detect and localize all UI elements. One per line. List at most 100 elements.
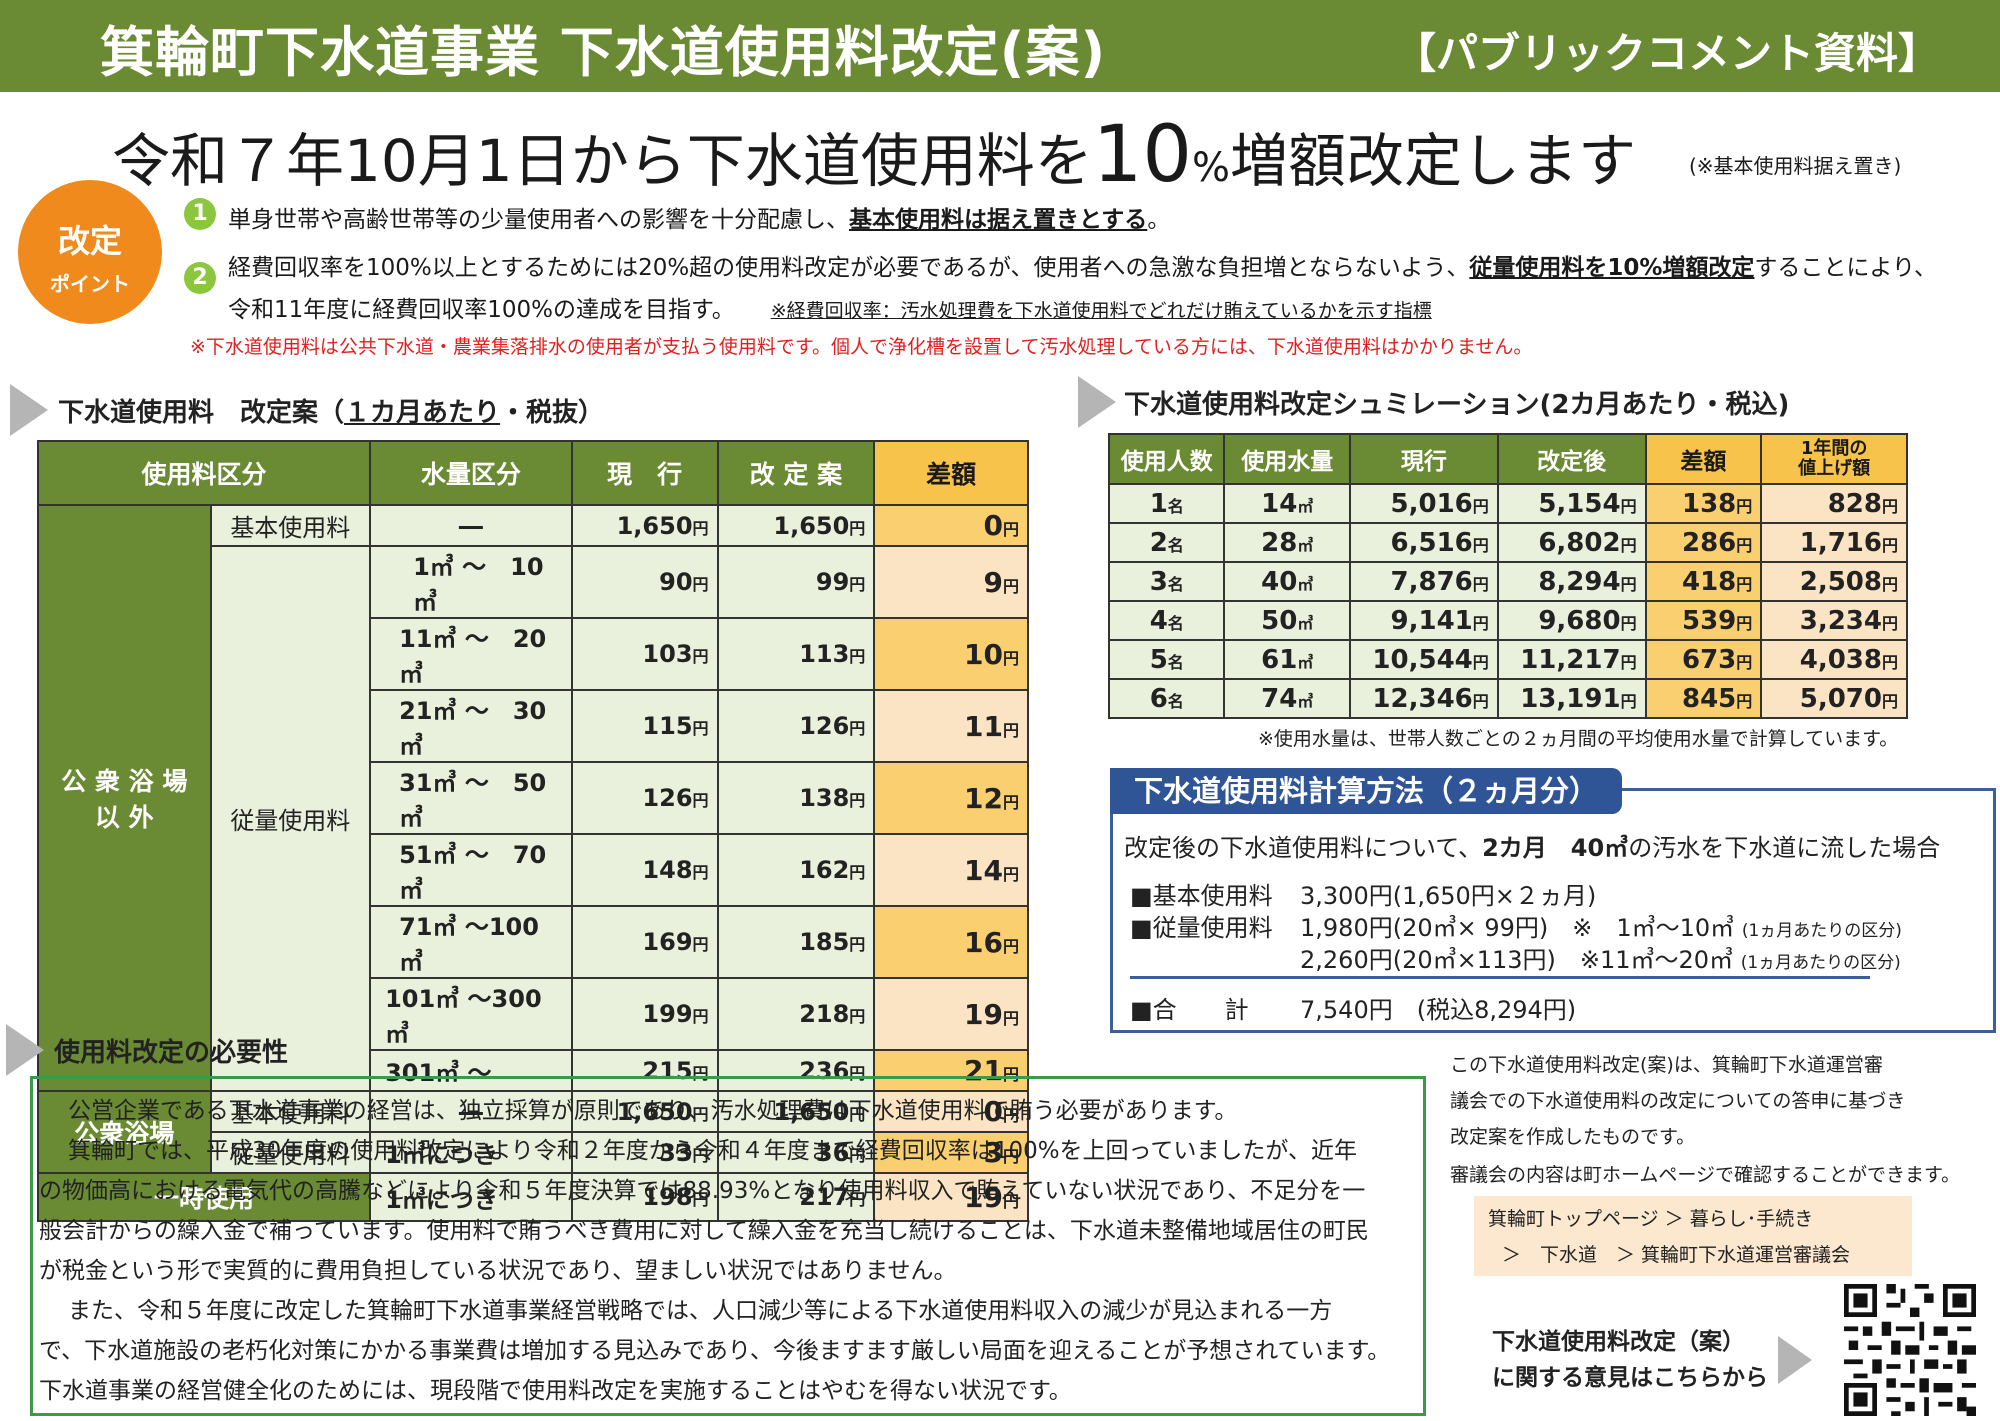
yen-unit: 円 [1472,613,1489,633]
necessity-box: 公営企業である下水道事業の経営は、独立採算が原則であり、汚水処理費は下水道使用料… [30,1076,1426,1416]
yen-unit: 円 [1002,576,1019,596]
current-value: 9,141 [1390,605,1473,636]
table-row: 21㎥ ～ 30㎥ 115円 126円 11円 [38,689,1029,763]
document-tag: 【パブリックコメント資料】 [1393,29,1940,78]
yen-unit: 円 [1736,652,1753,672]
table-header-row: 使用人数 使用水量 現行 改定後 差額 1年間の 値上げ額 [1107,433,1908,485]
difference-cell: 0円 [873,504,1029,547]
yen-unit: 円 [849,863,866,882]
yen-unit: 円 [849,647,866,666]
current-cell: 12,346円 [1348,678,1499,719]
yen-unit: 円 [849,791,866,810]
table-header-row: 使用料区分 水量区分 現 行 改 定 案 差額 [36,440,1029,506]
revised-value: 218 [799,1000,850,1028]
people-value: 3 [1149,566,1168,597]
difference-value: 539 [1681,605,1737,636]
difference-value: 21 [964,1054,1003,1087]
yen-unit: 円 [692,1007,709,1026]
revised-cell: 113円 [716,617,876,691]
current-cell: 1,650円 [570,1090,719,1133]
yen-unit: 円 [849,518,866,538]
table-row: 2名 28㎥ 6,516円 6,802円 286円 1,716円 [1107,522,1908,563]
header-people: 使用人数 [1107,433,1226,485]
revised-cell: 11,217円 [1496,639,1647,680]
yearly-value: 3,234 [1799,605,1882,636]
people-cell: 2名 [1107,522,1226,563]
revised-cell: 5,154円 [1496,483,1647,524]
header-usage: 使用水量 [1223,433,1351,485]
difference-value: 12 [964,781,1003,815]
qr-code-icon[interactable] [1840,1284,1980,1416]
triangle-marker-icon [10,384,48,436]
difference-cell: 286円 [1644,522,1763,563]
calc-basic-value: 3,300円(1,650円×２ヵ月) [1300,882,1597,910]
difference-cell: 11円 [873,689,1029,763]
revised-cell: 13,191円 [1496,678,1647,719]
yen-unit: 円 [1620,535,1637,555]
revised-value: 126 [799,712,850,740]
revised-cell: 236円 [716,1049,876,1092]
group-public-bath: 公衆浴場 [37,1090,212,1174]
people-unit: 名 [1167,652,1184,672]
header-fee-category: 使用料区分 [36,440,372,506]
difference-value: 0 [983,509,1003,542]
volume-cell: 51㎥ ～ 70㎥ [369,833,573,907]
current-value: 1,650 [616,511,693,540]
table-row: 4名 50㎥ 9,141円 9,680円 539円 3,234円 [1107,600,1908,641]
usage-unit: ㎥ [1297,691,1314,711]
current-cell: 115円 [570,689,719,763]
difference-value: 3 [983,1136,1003,1169]
table-row: 公 衆 浴 場以 外 基本使用料 ― 1,650円 1,650円 0円 [37,504,1029,1092]
yen-unit: 円 [849,935,866,954]
calc-metered-1: 1,980円(20㎥× 99円) ※ 1㎥～10㎥ (1ヵ月あたりの区分) [1300,908,1902,943]
yen-unit: 円 [1881,691,1898,711]
revised-value: 113 [799,640,850,668]
table-row: 71㎥ ～100㎥ 169円 185円 16円 [38,905,1029,979]
header-yearly-increase: 1年間の 値上げ額 [1760,433,1908,485]
fee-table-title-u: １カ月あたり [344,398,501,428]
yen-unit: 円 [1472,496,1489,516]
yearly-cell: 2,508円 [1760,561,1908,602]
yen-unit: 円 [849,1145,866,1165]
basic-fee-label: 基本使用料 [209,1090,372,1133]
revised-cell: 162円 [716,833,876,907]
revised-cell: 36円 [716,1131,876,1174]
revised-value: 217 [799,1183,850,1211]
yen-unit: 円 [692,1190,709,1209]
necessity-line: 箕輪町では、平成30年度の使用料改定により令和２年度から令和４年度まで経費回収率… [45,1138,1357,1164]
current-value: 169 [642,928,693,956]
yen-unit: 円 [1736,574,1753,594]
side-note-line: この下水道使用料改定(案)は、箕輪町下水道運営審 [1450,1054,1883,1076]
calc-divider [1130,976,1870,979]
yearly-value: 4,038 [1799,644,1882,675]
triangle-marker-icon [6,1024,44,1076]
revised-value: 5,154 [1538,488,1621,519]
yen-unit: 円 [1736,691,1753,711]
difference-value: 418 [1681,566,1737,597]
headline-note: (※基本使用料据え置き) [1689,154,1902,178]
current-cell: 7,876円 [1348,561,1499,602]
current-value: 7,876 [1390,566,1473,597]
people-value: 5 [1149,644,1168,675]
current-cell: 10,544円 [1348,639,1499,680]
difference-value: 10 [964,637,1003,671]
current-cell: 1,650円 [570,504,719,547]
yen-unit: 円 [1881,496,1898,516]
current-cell: 198円 [570,1172,719,1222]
current-value: 148 [642,856,693,884]
difference-cell: 3円 [873,1131,1029,1174]
basic-fee-label: 基本使用料 [209,504,372,547]
people-unit: 名 [1167,613,1184,633]
usage-cell: 50㎥ [1223,600,1351,641]
yearly-cell: 1,716円 [1760,522,1908,563]
calc-metered-1-text: 1,980円(20㎥× 99円) ※ 1㎥～10㎥ [1300,914,1735,942]
difference-value: 16 [964,925,1003,959]
yen-unit: 円 [1472,535,1489,555]
volume-cell: 1㎥につき [369,1172,573,1222]
metered-fee-label: 従量使用料 [209,545,372,1092]
volume-cell: 1㎥ ～ 10㎥ [369,545,573,619]
necessity-line: 公営企業である下水道事業の経営は、独立採算が原則であり、汚水処理費は下水道使用料… [45,1098,1238,1124]
yen-unit: 円 [1002,1191,1019,1211]
volume-cell: 11㎥ ～ 20㎥ [369,617,573,691]
yen-unit: 円 [849,1104,866,1124]
